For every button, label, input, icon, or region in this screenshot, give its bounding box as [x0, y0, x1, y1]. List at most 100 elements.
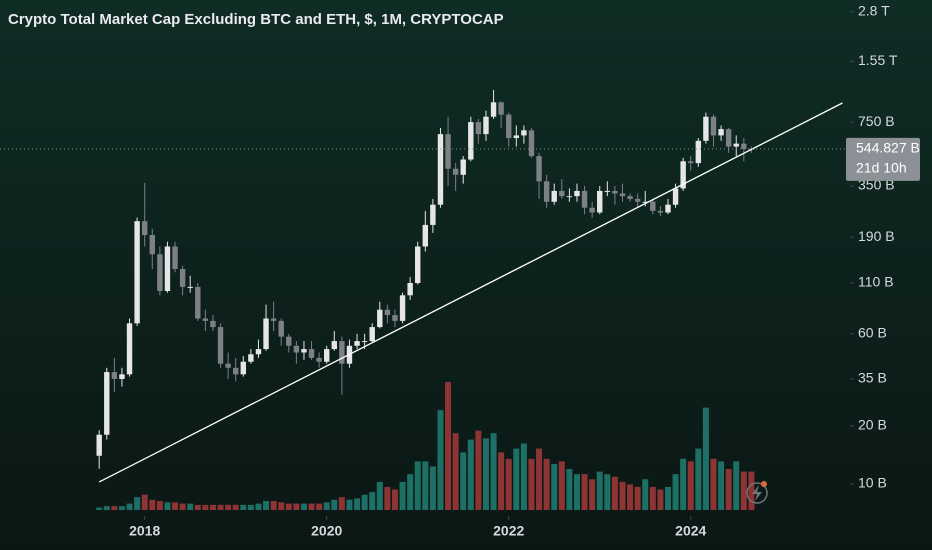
- candle-body: [119, 374, 125, 379]
- candle-body: [536, 156, 542, 182]
- candle-body: [339, 341, 345, 364]
- volume-bar: [505, 458, 512, 510]
- candle-body: [581, 190, 588, 208]
- volume-bar: [642, 479, 649, 510]
- candle-body: [468, 122, 474, 160]
- candle-body: [445, 134, 451, 169]
- volume-bar: [338, 497, 345, 510]
- volume-bar: [323, 502, 330, 510]
- volume-bar: [627, 484, 634, 510]
- candle-body: [490, 102, 497, 117]
- candle-body: [430, 204, 436, 225]
- volume-bar: [293, 503, 300, 510]
- volume-bar: [482, 438, 489, 510]
- candle-body: [104, 372, 110, 435]
- candle-body: [361, 341, 368, 343]
- volume-bar: [361, 494, 368, 510]
- volume-bar: [520, 443, 527, 510]
- volume-bar: [619, 481, 626, 510]
- volume-bar: [611, 476, 618, 510]
- candle-body: [149, 235, 155, 255]
- candle-body: [604, 190, 611, 192]
- candle-body: [225, 363, 231, 368]
- candle-body: [142, 221, 148, 236]
- candle-body: [688, 161, 694, 164]
- x-tick-label: 2024: [675, 523, 706, 539]
- candle-body: [452, 168, 459, 175]
- volume-bar: [657, 489, 664, 510]
- volume-bar: [384, 486, 391, 510]
- x-tick-label: 2018: [129, 523, 160, 539]
- volume-bar: [126, 503, 133, 510]
- candle-body: [415, 246, 421, 283]
- volume-bar: [573, 474, 580, 510]
- candle-body: [331, 341, 337, 350]
- volume-bar: [346, 499, 353, 510]
- candle-body: [725, 129, 732, 147]
- candle-body: [665, 204, 671, 213]
- candle-body: [293, 345, 300, 353]
- candle-body: [513, 135, 520, 139]
- volume-bar: [429, 466, 436, 510]
- volume-bar: [209, 504, 216, 510]
- volume-bar: [604, 474, 611, 510]
- candle-body: [710, 116, 717, 136]
- candle-body: [559, 190, 565, 197]
- candle-body: [521, 130, 527, 136]
- candle-body: [498, 102, 504, 115]
- y-tick-label: 750 B: [858, 113, 895, 129]
- candle-body: [627, 196, 633, 199]
- volume-bar: [407, 474, 414, 510]
- volume-bar: [308, 503, 315, 510]
- volume-bar: [687, 461, 694, 510]
- y-tick-label: 1.55 T: [858, 52, 898, 68]
- volume-bar: [581, 474, 588, 510]
- volume-bar: [528, 458, 535, 510]
- candle-body: [506, 114, 512, 139]
- volume-bar: [551, 463, 558, 510]
- volume-bar: [718, 461, 725, 510]
- volume-bar: [460, 452, 467, 510]
- candle-body: [157, 254, 163, 291]
- volume-bar: [149, 499, 156, 510]
- volume-bar: [118, 506, 125, 510]
- volume-bar: [733, 461, 740, 510]
- volume-bar: [103, 506, 110, 510]
- volume-bar: [452, 433, 459, 510]
- candle-body: [672, 188, 679, 205]
- volume-bar: [156, 501, 163, 510]
- volume-bar: [710, 458, 717, 510]
- volume-bar: [437, 410, 444, 510]
- candle-body: [634, 198, 641, 202]
- candle-body: [392, 315, 398, 321]
- candle-body: [164, 246, 171, 291]
- volume-bar: [649, 486, 656, 510]
- y-tick-label: 20 B: [858, 417, 887, 433]
- volume-bar: [513, 448, 520, 510]
- volume-bar: [391, 489, 398, 510]
- candle-body: [741, 143, 747, 149]
- candle-body: [619, 193, 626, 197]
- y-tick-label: 60 B: [858, 325, 887, 341]
- candle-body: [543, 181, 550, 202]
- replay-icon[interactable]: [746, 481, 768, 504]
- candle-body: [210, 320, 216, 328]
- candle-body: [377, 309, 383, 328]
- candle-body: [316, 357, 322, 362]
- candle-body: [460, 159, 466, 175]
- candle-body: [324, 349, 330, 362]
- volume-bar: [376, 481, 383, 510]
- candle-body: [422, 224, 429, 247]
- candle-body: [650, 201, 656, 211]
- candle-body: [718, 129, 724, 136]
- volume-bar: [187, 503, 194, 510]
- volume-bar: [217, 504, 224, 510]
- volume-bar: [369, 492, 376, 510]
- last-price-box: [846, 137, 920, 181]
- volume-bar: [111, 506, 118, 510]
- candle-body: [354, 341, 360, 346]
- volume-bar: [740, 471, 747, 510]
- candle-body: [217, 327, 224, 364]
- volume-bar: [566, 469, 573, 510]
- candle-body: [172, 246, 178, 269]
